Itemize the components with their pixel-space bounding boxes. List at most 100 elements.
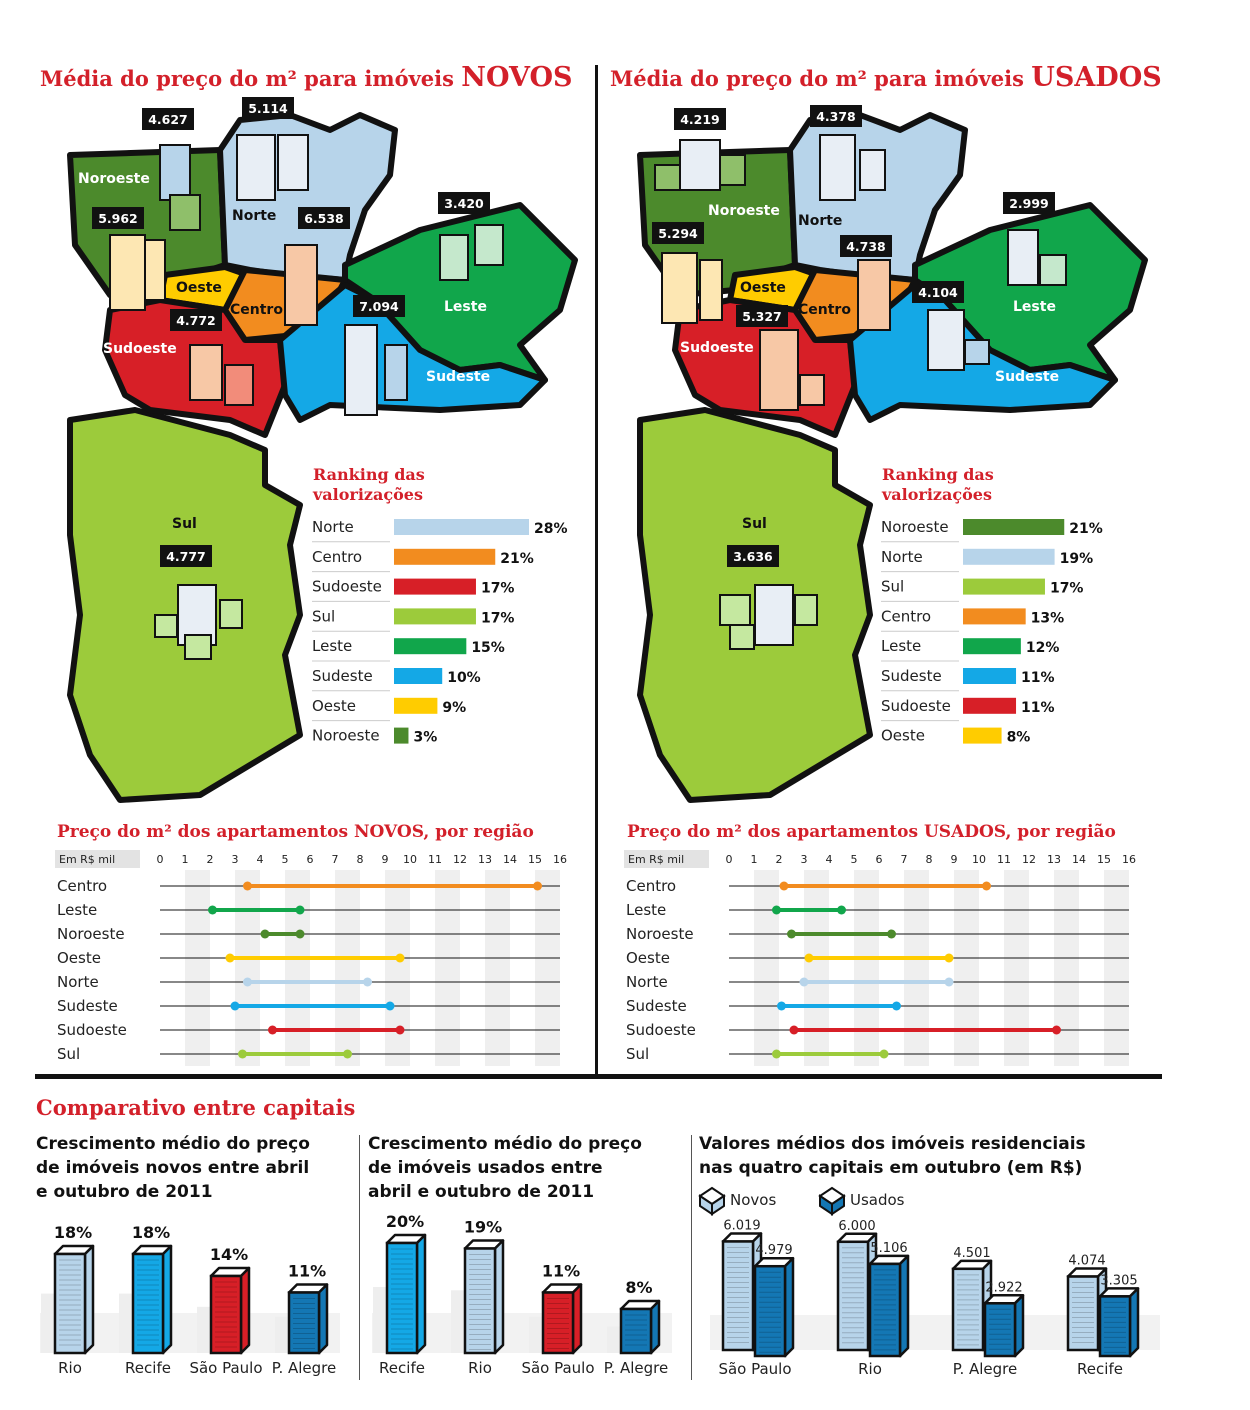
novos-grid-band bbox=[385, 870, 410, 1066]
usados-ranking-chart: Noroeste 21% Norte 19% Sul 17% Centro 13% Leste 1… bbox=[881, 518, 1103, 746]
usados-range-min-point bbox=[804, 953, 814, 963]
building bbox=[719, 154, 746, 186]
usados-tick-label: 3 bbox=[801, 853, 808, 866]
building bbox=[819, 134, 856, 201]
capitais-title-line: Crescimento médio do preço bbox=[36, 1134, 310, 1154]
usados-rank-label: Sudeste bbox=[881, 667, 942, 685]
ranking-title-line: Ranking das bbox=[313, 465, 425, 484]
valores-bar-front bbox=[721, 1240, 755, 1352]
building bbox=[964, 339, 990, 365]
usados-rank-bar bbox=[963, 697, 1017, 714]
usados-range-min-point bbox=[777, 1001, 786, 1011]
novos-rank-bar bbox=[394, 668, 443, 684]
novos-ranking-title: Ranking das valorizações bbox=[313, 465, 425, 505]
novos-label-noroeste: Noroeste bbox=[78, 171, 150, 187]
capitais-title-line: de imóveis usados entre bbox=[368, 1158, 603, 1178]
usados-price-norte: 4.378 bbox=[816, 109, 856, 124]
building bbox=[109, 234, 146, 311]
novos-grid-band bbox=[235, 870, 260, 1066]
building bbox=[474, 224, 504, 266]
novos-rank-bar bbox=[394, 638, 467, 655]
cap-usados-category-label: São Paulo bbox=[521, 1359, 594, 1377]
usados-grid-band bbox=[1054, 870, 1079, 1066]
building bbox=[799, 374, 825, 406]
usados-rank-bar bbox=[963, 638, 1021, 655]
cap-usados-category-label: Recife bbox=[379, 1359, 425, 1377]
usados-row-label: Leste bbox=[626, 901, 666, 919]
valores-bar-front bbox=[983, 1302, 1017, 1358]
valores-bar-front bbox=[753, 1264, 787, 1358]
usados-range-max-point bbox=[837, 905, 846, 915]
novos-label-centro: Centro bbox=[230, 302, 283, 318]
valores-bar-value: 4.501 bbox=[953, 1246, 990, 1261]
capitais-novos-title: Crescimento médio do preço de imóveis no… bbox=[36, 1132, 310, 1204]
cap-novos-category-label: Rio bbox=[58, 1359, 82, 1377]
usados-grid-band bbox=[1004, 870, 1029, 1066]
novos-label-sudeste: Sudeste bbox=[426, 369, 490, 385]
horizontal-divider bbox=[35, 1074, 1162, 1079]
novos-price-leste: 3.420 bbox=[444, 196, 484, 211]
usados-rank-value: 8% bbox=[1007, 730, 1031, 746]
novos-price-oeste: 5.962 bbox=[98, 211, 138, 226]
usados-grid-band bbox=[804, 870, 829, 1066]
novos-range-min-point bbox=[208, 905, 217, 915]
usados-range-max-point bbox=[944, 977, 954, 987]
usados-row-label: Oeste bbox=[626, 949, 670, 967]
novos-tick-label: 10 bbox=[403, 853, 417, 866]
valores-bar bbox=[868, 1254, 910, 1358]
valores-bar-front bbox=[868, 1262, 902, 1358]
novos-rank-label: Oeste bbox=[312, 697, 356, 715]
capitais-valores-title: Valores médios dos imóveis residenciais … bbox=[699, 1132, 1086, 1180]
usados-rank-value: 17% bbox=[1050, 581, 1084, 597]
usados-range-min-point bbox=[787, 929, 796, 939]
novos-map: 4.627 5.114 5.962 6.538 3.420 4.772 7.09… bbox=[67, 97, 578, 803]
usados-rank-bar bbox=[963, 519, 1065, 535]
novos-label-oeste: Oeste bbox=[176, 280, 222, 296]
building bbox=[927, 309, 965, 371]
section-divider bbox=[691, 1135, 692, 1380]
novos-range-max-point bbox=[295, 929, 305, 939]
usados-range-min-point bbox=[789, 1025, 799, 1035]
novos-rank-bar bbox=[394, 608, 476, 625]
valores-bar-value: 4.074 bbox=[1068, 1254, 1105, 1269]
building bbox=[1039, 254, 1067, 286]
capitais-usados-chart: 20% Recife 19% Rio 11% São Paulo 8% P. Alegre bbox=[372, 1212, 672, 1377]
novos-tick-label: 1 bbox=[182, 853, 189, 866]
cap-usados-bar-value: 19% bbox=[464, 1218, 502, 1237]
novos-range-min-point bbox=[243, 977, 252, 987]
usados-range-max-point bbox=[944, 953, 954, 963]
building bbox=[857, 259, 891, 331]
valores-category-label: Recife bbox=[1077, 1360, 1123, 1378]
novos-grid-band bbox=[485, 870, 510, 1066]
usados-range-min-point bbox=[772, 1049, 781, 1059]
cap-novos-bar-value: 14% bbox=[210, 1245, 248, 1264]
novos-rank-label: Leste bbox=[312, 637, 352, 655]
novos-range-max-point bbox=[363, 977, 372, 987]
novos-rank-value: 17% bbox=[481, 610, 515, 626]
building bbox=[759, 329, 799, 411]
usados-rank-value: 11% bbox=[1021, 670, 1055, 686]
ranking-title-line: Ranking das bbox=[882, 465, 994, 484]
novos-range-max-point bbox=[295, 905, 305, 915]
usados-label-leste: Leste bbox=[1013, 299, 1056, 315]
legend-item bbox=[698, 1186, 726, 1216]
novos-rank-value: 3% bbox=[413, 730, 437, 746]
usados-tick-label: 16 bbox=[1122, 853, 1136, 866]
usados-rank-label: Sudoeste bbox=[881, 697, 951, 715]
building bbox=[219, 599, 243, 629]
building bbox=[344, 324, 378, 416]
usados-ranking-title: Ranking das valorizações bbox=[882, 465, 994, 505]
cap-novos-bar-value: 11% bbox=[288, 1262, 326, 1281]
novos-rank-label: Centro bbox=[312, 548, 362, 566]
comparativo-title: Comparativo entre capitais bbox=[36, 1095, 356, 1120]
usados-map: 4.219 4.378 5.294 4.738 2.999 5.327 4.10… bbox=[637, 105, 1148, 803]
novos-rank-bar bbox=[394, 519, 529, 535]
novos-row-label: Noroeste bbox=[57, 925, 125, 943]
valores-bar-value: 6.000 bbox=[838, 1219, 875, 1234]
cap-novos-bar-front bbox=[287, 1291, 321, 1355]
novos-grid-band bbox=[285, 870, 310, 1066]
capitais-title-line: Valores médios dos imóveis residenciais bbox=[699, 1134, 1086, 1154]
novos-rank-bar bbox=[394, 578, 476, 595]
usados-tick-label: 6 bbox=[876, 853, 883, 866]
price-tag bbox=[840, 235, 892, 257]
